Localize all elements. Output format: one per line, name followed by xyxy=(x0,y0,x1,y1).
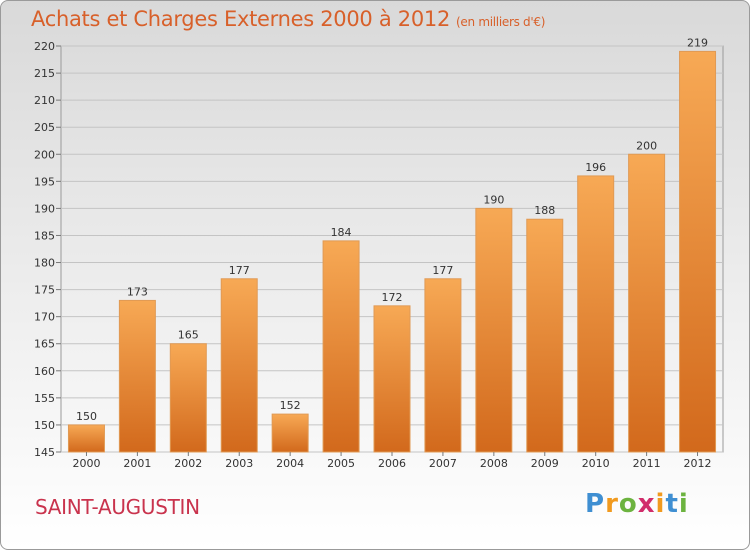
data-label: 172 xyxy=(382,291,403,304)
x-tick-label: 2008 xyxy=(480,457,508,470)
x-tick-label: 2007 xyxy=(429,457,457,470)
y-tick-label: 205 xyxy=(34,121,55,134)
y-tick-label: 165 xyxy=(34,338,55,351)
data-label: 188 xyxy=(534,204,555,217)
logo-letter: r xyxy=(605,489,619,519)
chart-title-text: Achats et Charges Externes 2000 à 2012 xyxy=(31,7,451,31)
y-tick-label: 160 xyxy=(34,365,55,378)
x-tick-label: 2004 xyxy=(276,457,304,470)
proxiti-logo[interactable]: Proxiti xyxy=(585,489,689,519)
x-tick-label: 2009 xyxy=(531,457,559,470)
data-label: 190 xyxy=(483,193,504,206)
y-tick-label: 180 xyxy=(34,257,55,270)
y-tick-label: 195 xyxy=(34,175,55,188)
logo-letter: x xyxy=(637,489,656,519)
y-tick-label: 150 xyxy=(34,419,55,432)
x-tick-label: 2000 xyxy=(72,457,100,470)
y-tick-label: 170 xyxy=(34,311,55,324)
data-label: 219 xyxy=(687,36,708,49)
y-tick-label: 220 xyxy=(34,40,55,53)
y-tick-label: 200 xyxy=(34,148,55,161)
x-tick-label: 2001 xyxy=(123,457,151,470)
y-tick-label: 185 xyxy=(34,229,55,242)
x-tick-label: 2002 xyxy=(174,457,202,470)
logo-letter: o xyxy=(618,489,638,519)
data-label: 177 xyxy=(229,264,250,277)
commune-name: SAINT-AUGUSTIN xyxy=(35,495,200,519)
x-tick-label: 2006 xyxy=(378,457,406,470)
data-label: 173 xyxy=(127,285,148,298)
logo-letter: i xyxy=(655,489,666,519)
data-label: 196 xyxy=(585,161,606,174)
x-tick-label: 2003 xyxy=(225,457,253,470)
bar-2011 xyxy=(628,153,666,453)
y-tick-label: 175 xyxy=(34,284,55,297)
logo-letter: i xyxy=(678,489,689,519)
chart-title: Achats et Charges Externes 2000 à 2012 (e… xyxy=(31,7,545,31)
bar-2000 xyxy=(67,424,105,453)
y-tick-label: 155 xyxy=(34,392,55,405)
y-tick-label: 145 xyxy=(34,446,55,459)
data-label: 165 xyxy=(178,329,199,342)
data-label: 200 xyxy=(636,139,657,152)
bar-2004 xyxy=(271,413,309,453)
data-label: 150 xyxy=(76,410,97,423)
x-tick-label: 2010 xyxy=(582,457,610,470)
logo-letter: P xyxy=(585,489,606,519)
bar-2006 xyxy=(373,305,411,453)
axes: 145 150 155 160 165 170 175 180 185 190 195 200 205 2… xyxy=(34,40,712,470)
bar-2001 xyxy=(118,299,156,453)
x-tick-label: 2012 xyxy=(684,457,712,470)
logo-letter: t xyxy=(665,489,679,519)
x-tick-label: 2011 xyxy=(633,457,661,470)
bars: 150 173 165 177 152 184 172 177 190 188 196 200 219 xyxy=(67,36,717,453)
bar-2010 xyxy=(577,175,615,453)
bar-2012 xyxy=(679,50,717,453)
y-tick-label: 215 xyxy=(34,67,55,80)
chart-subtitle: (en milliers d'€) xyxy=(456,15,546,29)
data-label: 152 xyxy=(280,399,301,412)
bar-2007 xyxy=(424,278,462,453)
y-tick-label: 190 xyxy=(34,202,55,215)
bar-2008 xyxy=(475,207,513,453)
bar-2009 xyxy=(526,218,564,453)
data-label: 184 xyxy=(331,226,352,239)
bar-2002 xyxy=(169,343,207,453)
x-tick-label: 2005 xyxy=(327,457,355,470)
data-label: 177 xyxy=(432,264,453,277)
bar-2005 xyxy=(322,240,360,453)
bar-2003 xyxy=(220,278,258,453)
y-tick-label: 210 xyxy=(34,94,55,107)
